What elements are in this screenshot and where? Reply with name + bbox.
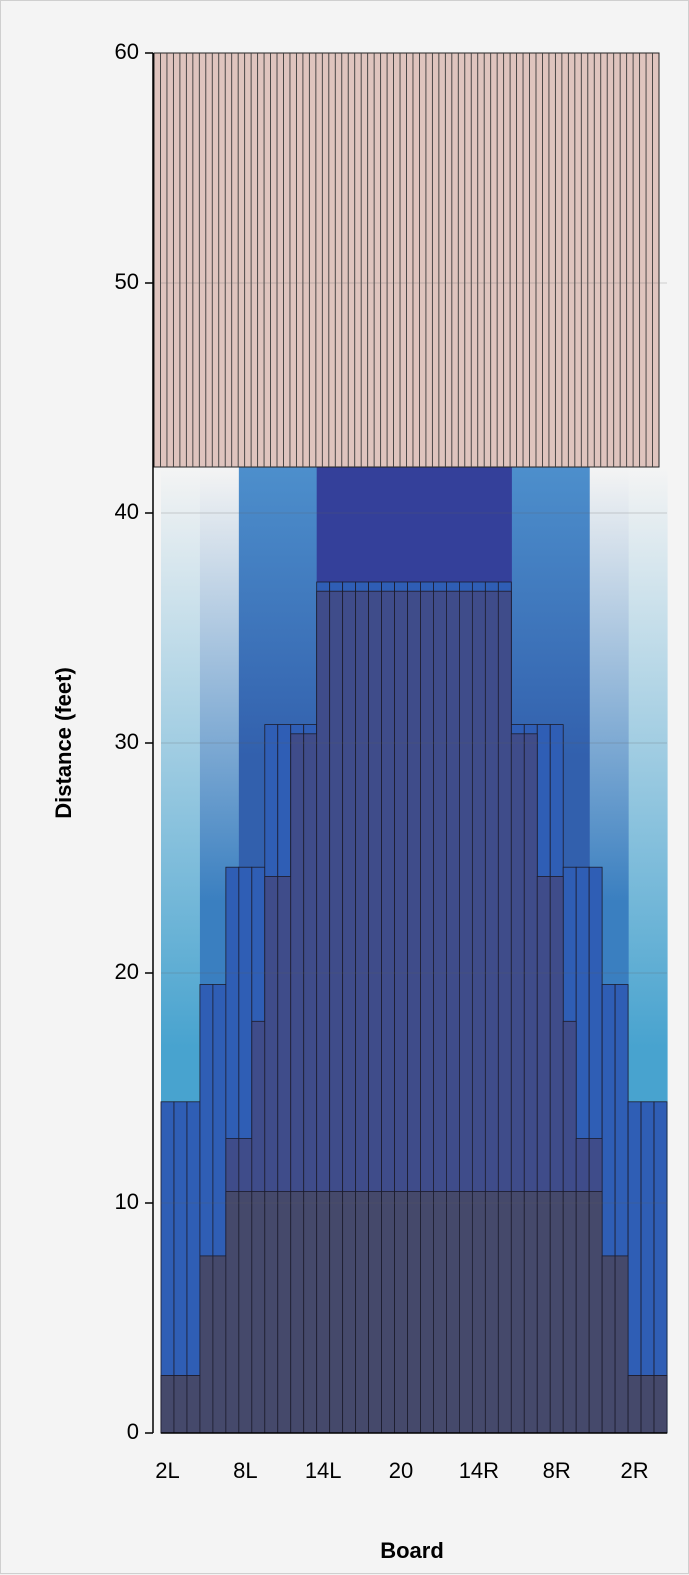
bar-series-1-board-11 [291, 1192, 304, 1434]
bar-series-1-board-3 [187, 1376, 200, 1434]
bar-series-1-board-21 [420, 1192, 433, 1434]
bar-series-1-board-39 [654, 1376, 667, 1434]
y-tick-label-20: 20 [115, 959, 139, 984]
y-tick-label-50: 50 [115, 269, 139, 294]
bar-series-1-board-27 [498, 1192, 511, 1434]
bar-series-1-board-10 [278, 1192, 291, 1434]
x-tick-label-14R: 14R [459, 1458, 499, 1483]
x-tick-label-2R: 2R [620, 1458, 648, 1483]
bar-series-1-board-15 [343, 1192, 356, 1434]
bar-series-1-board-31 [550, 1192, 563, 1434]
y-tick-label-0: 0 [127, 1419, 139, 1444]
bar-series-1-board-24 [459, 1192, 472, 1434]
bar-series-1-board-25 [472, 1192, 485, 1434]
bar-series-1-board-30 [537, 1192, 550, 1434]
bar-series-1-board-20 [408, 1192, 421, 1434]
bar-series-1-board-28 [511, 1192, 524, 1434]
x-axis: 2L 8L 14L 20 14R 8R 2R [155, 1433, 667, 1483]
y-tick-label-30: 30 [115, 729, 139, 754]
y-tick-label-10: 10 [115, 1189, 139, 1214]
bar-series-1-board-12 [304, 1192, 317, 1434]
bar-series-1-board-22 [433, 1192, 446, 1434]
bar-series-1-board-5 [213, 1256, 226, 1433]
y-axis-title: Distance (feet) [51, 667, 76, 819]
bar-series-1-board-33 [576, 1192, 589, 1434]
bar-series-1-board-1 [161, 1376, 174, 1434]
bar-series-1-board-26 [485, 1192, 498, 1434]
bar-series-1-board-36 [615, 1256, 628, 1433]
bar-series-1-board-9 [265, 1192, 278, 1434]
bar-series-1-board-14 [330, 1192, 343, 1434]
bar-series-1-board-18 [382, 1192, 395, 1434]
x-tick-label-14L: 14L [305, 1458, 342, 1483]
x-axis-title: Board [380, 1538, 444, 1563]
y-tick-label-40: 40 [115, 499, 139, 524]
bar-series-1-board-7 [239, 1192, 252, 1434]
x-tick-label-20: 20 [389, 1458, 413, 1483]
x-tick-label-8R: 8R [543, 1458, 571, 1483]
bar-series-1-board-38 [641, 1376, 654, 1434]
top-zone [154, 53, 659, 467]
bar-series-1-board-23 [446, 1192, 459, 1434]
y-axis: 0 10 20 30 40 50 60 [115, 39, 153, 1444]
bar-series-1-board-8 [252, 1192, 265, 1434]
x-tick-label-8L: 8L [233, 1458, 257, 1483]
bar-series-1-board-37 [628, 1376, 641, 1434]
bar-series-1-board-4 [200, 1256, 213, 1433]
y-tick-label-60: 60 [115, 39, 139, 64]
bar-series-1-board-29 [524, 1192, 537, 1434]
bar-series-1-board-19 [395, 1192, 408, 1434]
bar-series-1-board-35 [602, 1256, 615, 1433]
bar-series-1-board-17 [369, 1192, 382, 1434]
bar-series-1-board-6 [226, 1192, 239, 1434]
bar-series-1-board-16 [356, 1192, 369, 1434]
bar-series-1-board-13 [317, 1192, 330, 1434]
x-tick-label-2L: 2L [155, 1458, 179, 1483]
bar-series-1-board-34 [589, 1192, 602, 1434]
bar-series-1-board-2 [174, 1376, 187, 1434]
bar-series-1-board-32 [563, 1192, 576, 1434]
